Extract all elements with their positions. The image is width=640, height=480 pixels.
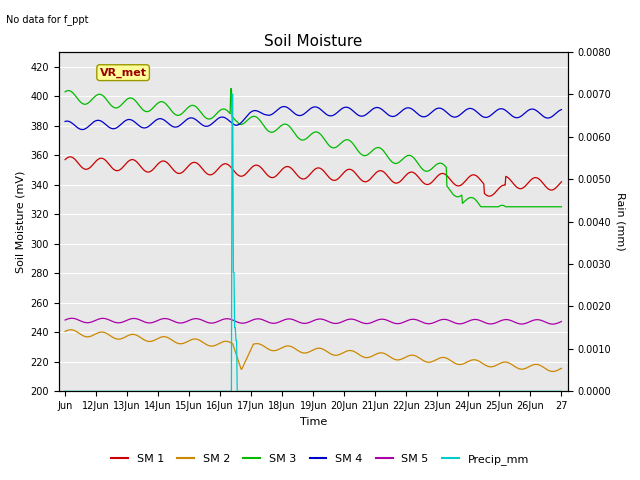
Text: VR_met: VR_met	[100, 68, 147, 78]
Y-axis label: Soil Moisture (mV): Soil Moisture (mV)	[15, 170, 25, 273]
Text: No data for f_ppt: No data for f_ppt	[6, 14, 89, 25]
X-axis label: Time: Time	[300, 417, 327, 427]
Y-axis label: Rain (mm): Rain (mm)	[615, 192, 625, 251]
Title: Soil Moisture: Soil Moisture	[264, 34, 362, 49]
Legend: SM 1, SM 2, SM 3, SM 4, SM 5, Precip_mm: SM 1, SM 2, SM 3, SM 4, SM 5, Precip_mm	[107, 450, 533, 469]
